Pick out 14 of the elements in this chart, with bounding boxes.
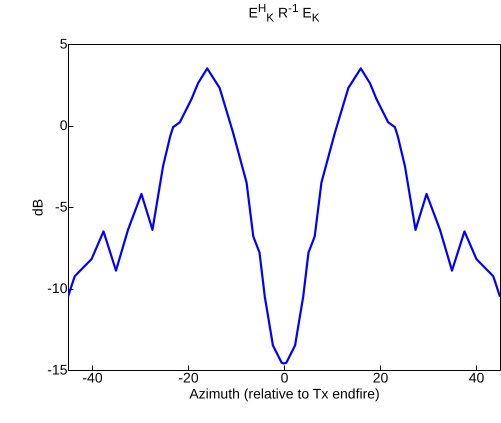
x-axis-title: Azimuth (relative to Tx endfire) [189,386,380,402]
y-tick-label: 0 [60,117,68,133]
y-axis-title: dB [29,198,46,216]
x-tick-label: -40 [82,370,103,386]
chart-title: E$^{H}$$_{K}$ R$^{-1}$ E$_{K}$ [248,2,320,24]
line-series [68,67,500,365]
y-tick-label: -15 [47,362,68,378]
x-tick-label: 40 [468,370,484,386]
y-tick-label: -5 [55,198,68,214]
y-tick-label: 5 [60,36,68,52]
y-tick-label: -10 [47,280,68,296]
x-tick-label: 0 [280,370,289,386]
x-tick-label: -20 [178,370,199,386]
x-tick-label: 20 [372,370,388,386]
